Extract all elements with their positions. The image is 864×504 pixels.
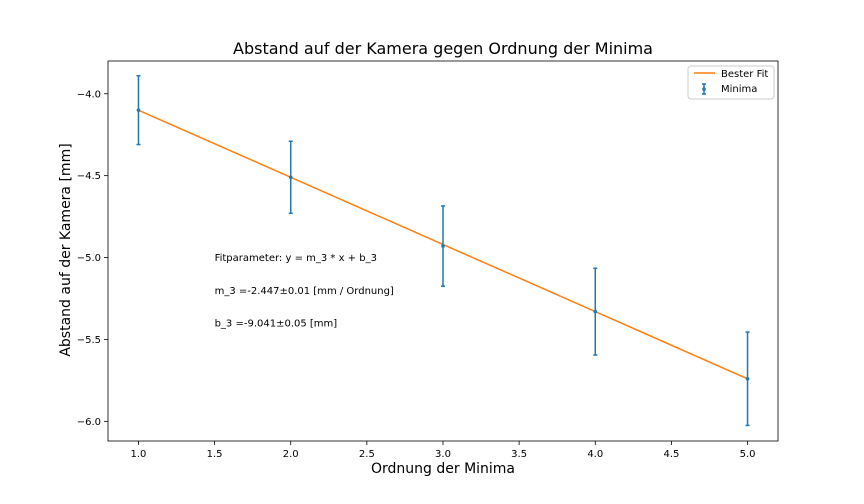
legend: Bester Fit Minima [687, 65, 775, 100]
x-tick-label: 3.5 [511, 449, 527, 460]
annotation-text: Fitparameter: y = m_3 * x + b_3 [215, 253, 377, 264]
x-tick-label: 1.0 [131, 449, 147, 460]
x-tick-label: 5.0 [740, 449, 756, 460]
x-tick-label: 2.5 [359, 449, 375, 460]
annotation-text: b_3 =-9.041±0.05 [mm] [215, 319, 338, 330]
data-point [441, 244, 445, 248]
x-axis-label: Ordnung der Minima [371, 461, 515, 477]
y-tick-label: −5.5 [77, 335, 101, 346]
annotation-text: m_3 =-2.447±0.01 [mm / Ordnung] [215, 286, 394, 297]
plot-area: 1.0 1.5 2.0 2.5 3.0 3.5 4.0 4.5 5.0 −4.0 −4.5 −5.0 −… [77, 60, 779, 460]
data-point [745, 376, 750, 381]
y-tick-label: −4.0 [77, 89, 101, 100]
data-point [593, 309, 598, 314]
legend-entry-minima: Minima [721, 84, 757, 95]
axes-frame [107, 60, 779, 442]
y-tick-label: −4.5 [77, 171, 101, 182]
data-point [136, 108, 141, 112]
y-axis-label: Abstand auf der Kamera [mm] [58, 143, 74, 356]
x-tick-label: 4.5 [663, 449, 679, 460]
data-point [288, 175, 293, 180]
legend-box [687, 65, 775, 100]
x-tick-label: 2.0 [283, 449, 299, 460]
y-tick-label: −6.0 [77, 417, 101, 428]
legend-entry-fit: Bester Fit [721, 69, 768, 80]
chart-title: Abstand auf der Kamera gegen Ordnung der… [233, 39, 653, 58]
legend-point-swatch [702, 87, 706, 91]
x-tick-label: 1.5 [207, 449, 223, 460]
x-tick-label: 3.0 [435, 449, 451, 460]
x-tick-label: 4.0 [587, 449, 603, 460]
y-tick-label: −5.0 [77, 253, 101, 264]
